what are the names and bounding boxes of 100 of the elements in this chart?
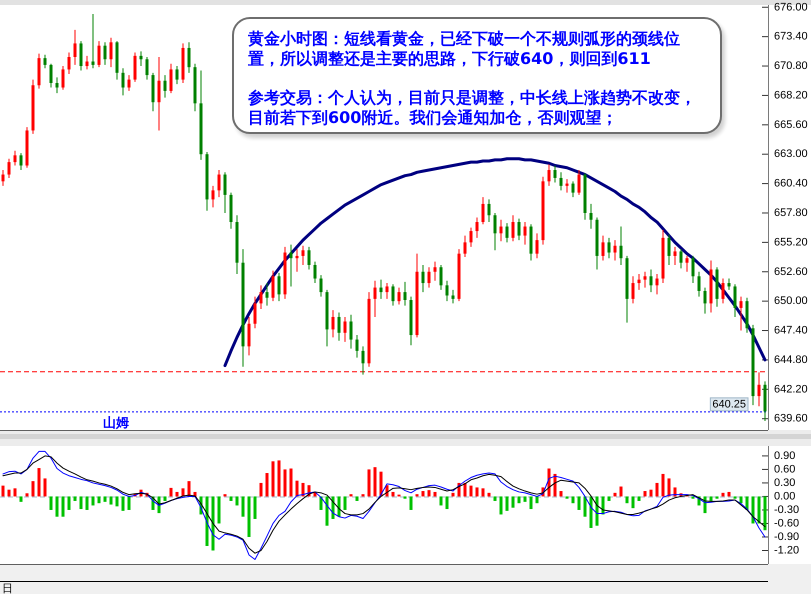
- bar: [356, 496, 358, 501]
- y-tick-label: 663.00: [774, 148, 808, 160]
- bar: [572, 496, 574, 504]
- bar: [500, 496, 502, 514]
- bar: [302, 482, 304, 496]
- bar: [80, 496, 82, 510]
- bar: [368, 469, 370, 496]
- bar: [74, 496, 76, 501]
- bar: [392, 492, 394, 496]
- bar: [662, 474, 664, 496]
- bar: [206, 496, 208, 546]
- y-tick-label: 660.40: [774, 178, 808, 190]
- bar: [164, 496, 166, 501]
- y-tick-label: 655.20: [774, 236, 808, 248]
- annotation: 山姆: [103, 416, 129, 431]
- bar: [614, 492, 616, 496]
- bar: [38, 468, 40, 496]
- bar: [20, 496, 22, 502]
- bar: [92, 496, 94, 506]
- bar: [518, 496, 520, 504]
- bar: [176, 492, 178, 496]
- y-tick-label: 650.00: [774, 295, 808, 308]
- bar: [758, 496, 760, 524]
- annotation: 参考交易：个人认为，目前只是调整，中长线上涨趋势不改变，目前若下到600附近。我们会通知加仓，否则观望；: [248, 88, 697, 128]
- y-tick-label: 642.20: [774, 383, 808, 396]
- bar: [122, 496, 124, 511]
- bar: [212, 496, 214, 550]
- bar: [8, 490, 10, 496]
- y-tick-label: 0.00: [774, 490, 796, 502]
- y-tick-label: 670.80: [774, 60, 808, 72]
- y-tick-label: 652.60: [774, 266, 808, 278]
- bar: [530, 496, 532, 510]
- bar: [584, 496, 586, 517]
- y-tick-label: -0.60: [774, 517, 800, 530]
- bar: [62, 496, 64, 517]
- bar: [410, 496, 412, 510]
- annotation: 黄金小时图：短线看黄金，已经下破一个不规则弧形的颈线位置，所以调整还是主要的思路，下行破640，则回到611: [248, 29, 681, 69]
- y-tick-label: 0.30: [774, 476, 796, 489]
- bar: [374, 467, 376, 496]
- text: 日: [2, 582, 13, 594]
- bar: [506, 496, 508, 511]
- bar: [482, 488, 484, 496]
- bar: [650, 490, 652, 496]
- bar: [44, 478, 46, 496]
- bar: [620, 486, 622, 496]
- y-tick-label: 644.80: [774, 354, 808, 366]
- bar: [446, 496, 448, 510]
- bar: [422, 491, 424, 496]
- bar: [32, 481, 34, 496]
- bar: [536, 496, 538, 504]
- bar: [488, 492, 490, 496]
- y-tick-label: 639.60: [774, 412, 808, 425]
- y-tick-label: -0.90: [774, 530, 800, 543]
- bar: [710, 496, 712, 501]
- bar: [278, 460, 280, 496]
- y-tick-label: -1.20: [774, 544, 800, 556]
- bar: [128, 496, 130, 510]
- bar: [512, 496, 514, 508]
- bar: [296, 480, 298, 496]
- bar: [56, 496, 58, 517]
- bar: [428, 490, 430, 496]
- bar: [452, 492, 454, 496]
- bar: [320, 496, 322, 510]
- bar: [248, 496, 250, 537]
- bar: [524, 496, 526, 502]
- bar: [494, 496, 496, 501]
- bar: [764, 496, 766, 530]
- bar: [380, 472, 382, 496]
- y-tick-label: 673.40: [774, 30, 808, 43]
- y-tick-label: 657.80: [774, 206, 808, 219]
- bar: [632, 496, 634, 508]
- bar: [104, 496, 106, 502]
- bar: [638, 496, 640, 501]
- y-tick-label: 647.40: [774, 324, 808, 337]
- y-tick-label: 0.60: [774, 463, 796, 476]
- bar: [440, 496, 442, 506]
- bar: [68, 496, 70, 510]
- bar: [626, 496, 628, 504]
- bar: [722, 492, 724, 496]
- bar: [170, 488, 172, 496]
- bar: [116, 496, 118, 506]
- bar: [236, 496, 238, 506]
- bar: [656, 482, 658, 496]
- bar: [578, 496, 580, 510]
- bar: [218, 496, 220, 524]
- bar: [260, 482, 262, 496]
- y-tick-label: 0.90: [774, 450, 796, 462]
- bar: [110, 496, 112, 505]
- bar: [590, 496, 592, 528]
- bar: [554, 474, 556, 496]
- bar: [344, 496, 346, 510]
- bar: [476, 487, 478, 496]
- ref-line-label: 640.25: [712, 398, 746, 410]
- bar: [26, 493, 28, 496]
- bar: [230, 496, 232, 501]
- y-tick-label: 665.60: [774, 118, 808, 131]
- bar: [596, 496, 598, 526]
- line-series: [224, 157, 766, 368]
- bar: [752, 496, 754, 524]
- bar: [470, 486, 472, 496]
